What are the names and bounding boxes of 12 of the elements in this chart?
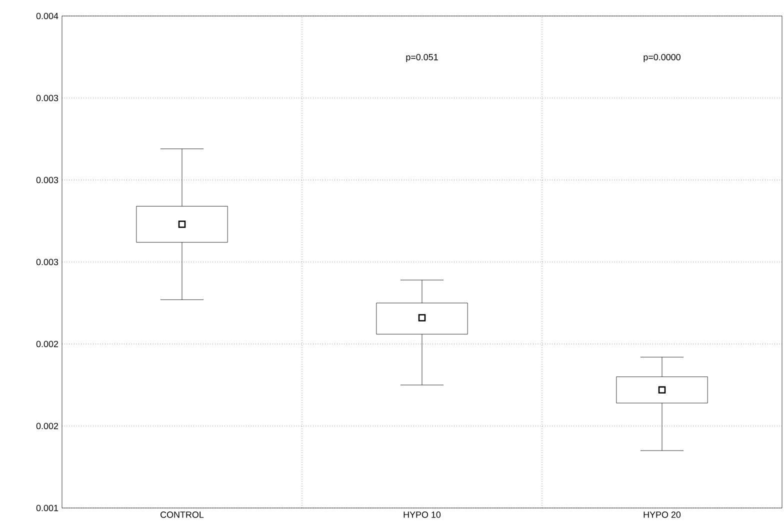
annotation: p=0.051 [406,54,438,62]
y-tick-label: 0.001 [36,504,58,512]
x-tick-label: CONTROL [160,512,204,518]
y-tick-label: 0.004 [36,12,58,20]
x-tick-label: HYPO 10 [404,512,441,518]
y-tick-label: 0.003 [36,258,58,266]
annotation: p=0.0000 [644,54,680,62]
x-tick-label: HYPO 20 [644,512,681,518]
y-tick-label: 0.002 [36,340,58,348]
y-tick-label: 0.003 [36,176,58,184]
y-tick-label: 0.003 [36,94,58,102]
y-tick-label: 0.002 [36,422,58,430]
